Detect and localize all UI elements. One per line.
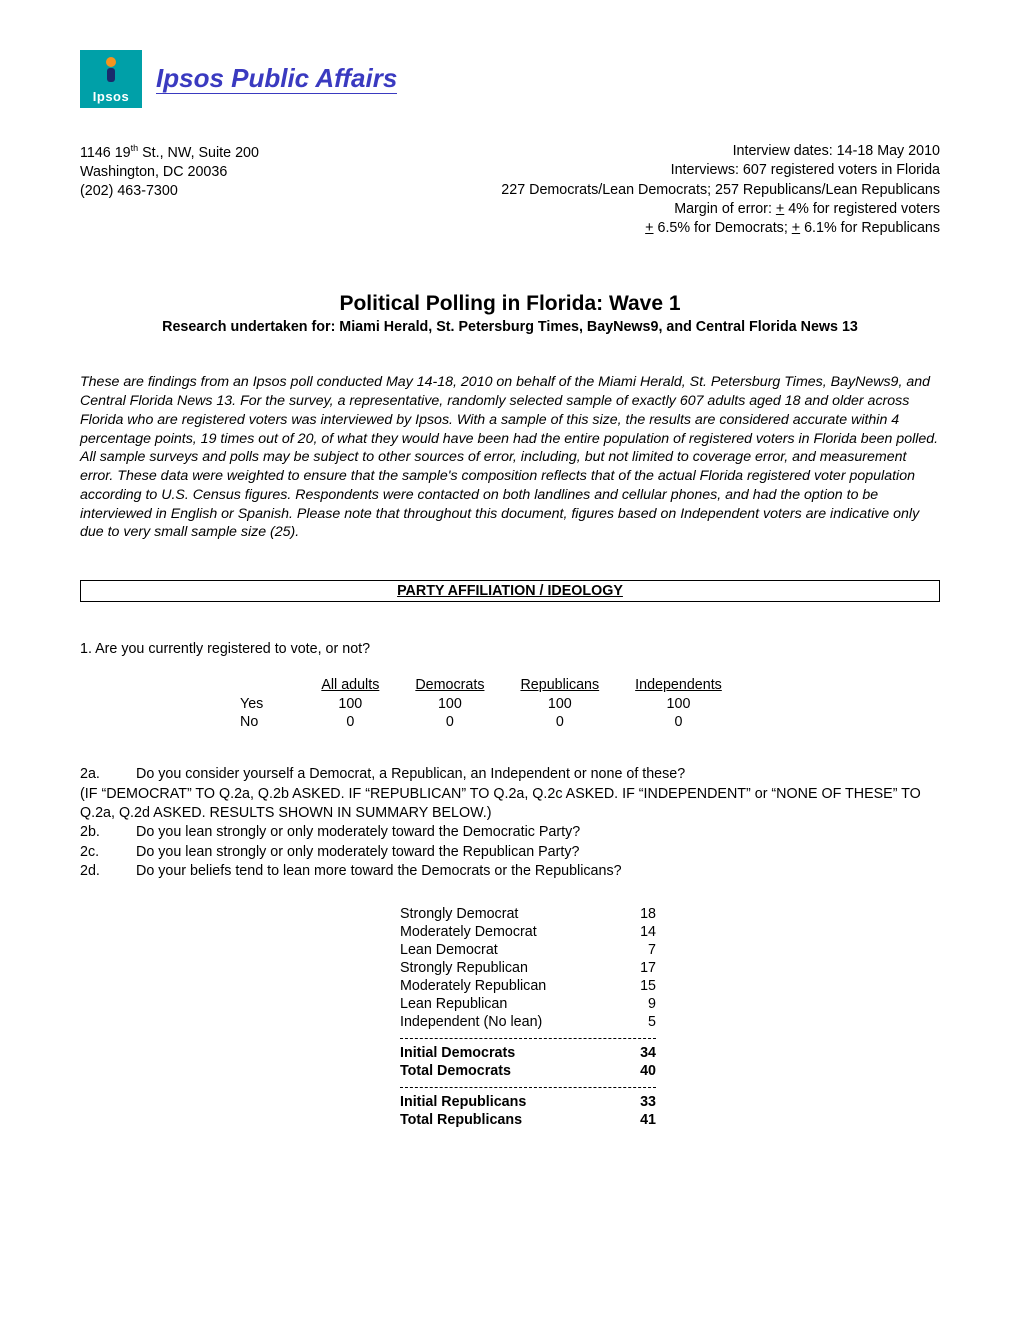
brand-wordmark: Ipsos Public Affairs (156, 65, 397, 94)
page-subtitle: Research undertaken for: Miami Herald, S… (80, 319, 940, 335)
q2-note: (IF “DEMOCRAT” TO Q.2a, Q.2b ASKED. IF “… (80, 785, 940, 824)
address-line-2: Washington, DC 20036 (80, 163, 259, 182)
q1-col-2: Democrats (397, 677, 502, 695)
separator-row (400, 1031, 656, 1044)
brand-header: Ipsos Ipsos Public Affairs (80, 50, 940, 108)
q2-block: 2a. Do you consider yourself a Democrat,… (80, 765, 940, 881)
q2-breakdown-table: Strongly Democrat18 Moderately Democrat1… (400, 905, 656, 1129)
q2a-line: 2a. Do you consider yourself a Democrat,… (80, 765, 940, 784)
header-survey-meta: Interview dates: 14-18 May 2010 Intervie… (501, 142, 940, 238)
table-row: Lean Republican9 (400, 995, 656, 1013)
ipsos-logo-text: Ipsos (93, 89, 129, 104)
table-row: Total Republicans41 (400, 1111, 656, 1129)
table-row: Moderately Democrat14 (400, 923, 656, 941)
interview-dates: Interview dates: 14-18 May 2010 (501, 142, 940, 161)
q1-row-no: No 0 0 0 0 (240, 713, 740, 731)
page-title: Political Polling in Florida: Wave 1 (80, 292, 940, 316)
table-row: Independent (No lean)5 (400, 1013, 656, 1031)
table-row: Initial Republicans33 (400, 1093, 656, 1111)
q1-col-1: All adults (303, 677, 397, 695)
q1-row-yes: Yes 100 100 100 100 (240, 695, 740, 713)
moe-parties: + 6.5% for Democrats; + 6.1% for Republi… (501, 219, 940, 238)
q2b-line: 2b. Do you lean strongly or only moderat… (80, 823, 940, 842)
ipsos-logo: Ipsos (80, 50, 142, 108)
dash-separator (400, 1038, 656, 1039)
q1-header-row: All adults Democrats Republicans Indepen… (240, 677, 740, 695)
phone: (202) 463-7300 (80, 182, 259, 201)
document-page: Ipsos Ipsos Public Affairs 1146 19th St.… (0, 0, 1020, 1320)
table-row: Strongly Democrat18 (400, 905, 656, 923)
table-row: Moderately Republican15 (400, 977, 656, 995)
section-header: PARTY AFFILIATION / IDEOLOGY (80, 580, 940, 602)
q1-col-3: Republicans (502, 677, 617, 695)
address-line-1: 1146 19th St., NW, Suite 200 (80, 142, 259, 163)
interviews-count: Interviews: 607 registered voters in Flo… (501, 161, 940, 180)
q2d-line: 2d. Do your beliefs tend to lean more to… (80, 862, 940, 881)
methodology-paragraph: These are findings from an Ipsos poll co… (80, 373, 940, 542)
header-address: 1146 19th St., NW, Suite 200 Washington,… (80, 142, 259, 238)
ipsos-figure-icon (99, 56, 123, 86)
q1-col-4: Independents (617, 677, 740, 695)
table-row: Strongly Republican17 (400, 959, 656, 977)
table-row: Total Democrats40 (400, 1062, 656, 1080)
q2c-line: 2c. Do you lean strongly or only moderat… (80, 843, 940, 862)
header-info: 1146 19th St., NW, Suite 200 Washington,… (80, 142, 940, 238)
table-row: Initial Democrats34 (400, 1044, 656, 1062)
moe-registered: Margin of error: + 4% for registered vot… (501, 200, 940, 219)
q1-text: 1. Are you currently registered to vote,… (80, 640, 940, 659)
q1-table: All adults Democrats Republicans Indepen… (240, 677, 740, 731)
separator-row (400, 1080, 656, 1093)
dash-separator (400, 1087, 656, 1088)
table-row: Lean Democrat7 (400, 941, 656, 959)
party-split: 227 Democrats/Lean Democrats; 257 Republ… (501, 181, 940, 200)
